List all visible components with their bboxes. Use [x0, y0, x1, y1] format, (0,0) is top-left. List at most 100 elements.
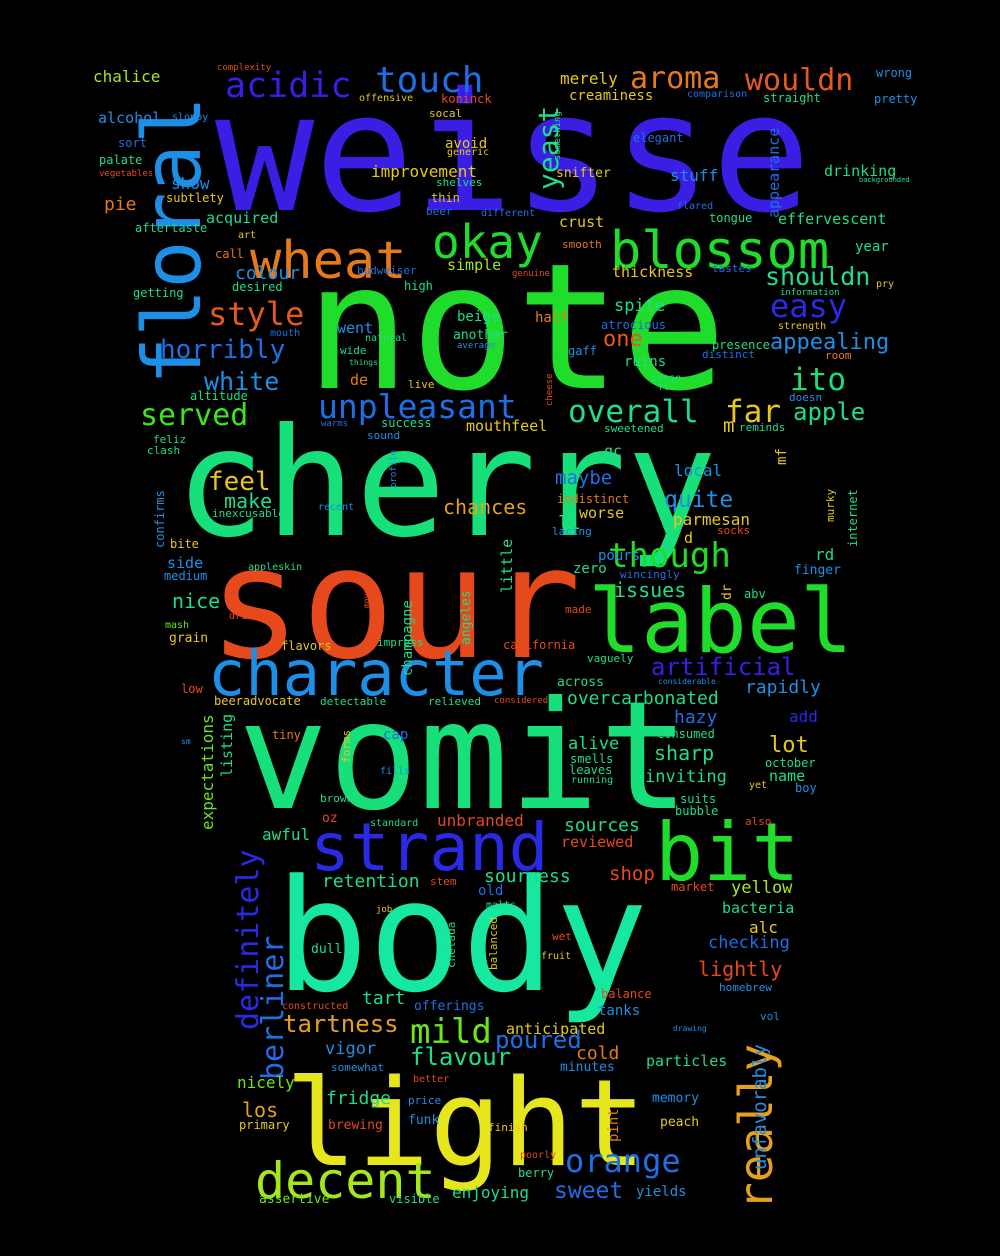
word-lightly: lightly: [698, 957, 782, 981]
word-atrocious: atrocious: [601, 318, 666, 332]
word-side: side: [167, 554, 203, 572]
word-wincingly: wincingly: [620, 568, 680, 581]
word-weisse: weisse: [215, 57, 811, 249]
word-sour: sour: [208, 513, 581, 694]
word-abv: abv: [744, 587, 766, 601]
word-oz: oz: [322, 811, 338, 826]
word-cheese: cheese: [545, 373, 555, 406]
word-beer: beer: [426, 205, 453, 218]
word-subtlety: subtlety: [166, 191, 224, 205]
word-light: light: [285, 1055, 646, 1194]
word-sound: sound: [367, 429, 400, 442]
word-thin: thin: [431, 191, 460, 205]
word-reviewed: reviewed: [561, 833, 633, 851]
word-listing: listing: [218, 714, 236, 777]
word-aroma: aroma: [630, 61, 720, 96]
word-somewhat: somewhat: [331, 1061, 384, 1074]
word-appealing: appealing: [770, 330, 889, 355]
word-fridge: fridge: [326, 1088, 391, 1109]
word-effervescent: effervescent: [778, 210, 886, 228]
word-across: across: [557, 675, 604, 690]
word-half: half: [535, 310, 569, 326]
word-worse: worse: [579, 504, 624, 522]
word-cherry: cherry: [175, 397, 717, 571]
word-sweetened: sweetened: [604, 422, 664, 435]
word-de: de: [350, 371, 368, 389]
word-bacteria: bacteria: [722, 899, 794, 917]
word-ruins: ruins: [624, 354, 666, 370]
word-smells: smells: [570, 752, 613, 766]
word-gaff: gaff: [568, 344, 597, 358]
word-inexcusable: inexcusable: [212, 507, 285, 520]
word-running: running: [571, 775, 613, 786]
word-cold: cold: [576, 1043, 619, 1064]
word-malts: malts: [486, 900, 516, 911]
word-october: october: [765, 756, 816, 770]
word-mouth: mouth: [270, 328, 300, 339]
word-warms: warms: [321, 419, 348, 429]
word-shelves: shelves: [436, 176, 482, 189]
word-alc: alc: [749, 918, 778, 937]
word-particles: particles: [646, 1052, 727, 1070]
word-bit: bit: [655, 806, 800, 899]
word-sort: sort: [118, 136, 147, 150]
word-primary: primary: [239, 1118, 290, 1132]
word-wheat: wheat: [250, 231, 407, 291]
word-vol: vol: [760, 1010, 780, 1023]
word-drink: drink: [229, 611, 259, 622]
word-quite: quite: [664, 487, 733, 513]
word-mild: mild: [410, 1012, 492, 1052]
word-genuine: genuine: [512, 269, 550, 279]
word-beeradvocate: beeradvocate: [214, 694, 301, 708]
word-different: different: [481, 208, 535, 219]
word-alive: alive: [568, 734, 619, 754]
word-show: show: [171, 174, 210, 193]
word-presence: presence: [712, 338, 770, 352]
word-generic: generic: [447, 147, 489, 158]
word-spite: spite: [614, 296, 665, 316]
word-alcohol: alcohol: [98, 109, 161, 127]
word-considerable: considerable: [658, 677, 716, 686]
word-leaves: leaves: [569, 763, 612, 777]
word-doesn: doesn: [789, 391, 822, 404]
word-minutes: minutes: [560, 1060, 615, 1075]
word-flavour: flavour: [410, 1043, 511, 1071]
word-acidic: acidic: [225, 66, 351, 106]
word-things: things: [349, 358, 378, 367]
word-smooth: smooth: [562, 238, 602, 251]
word-wouldn: wouldn: [745, 63, 853, 98]
word-appearance: appearance: [765, 128, 783, 218]
word-internet: internet: [846, 489, 860, 547]
word-fills: fills: [380, 766, 410, 777]
word-pint: pint: [606, 1108, 622, 1142]
word-label: label: [588, 570, 853, 673]
word-yeast: yeast: [532, 106, 565, 190]
word-decent: decent: [255, 1152, 436, 1210]
word-angeles: angeles: [459, 590, 474, 645]
word-checking: checking: [708, 933, 790, 953]
word-stem: stem: [430, 875, 457, 888]
word-qc: qc: [604, 442, 622, 460]
word-tart: tart: [362, 988, 405, 1009]
word-reminds: reminds: [739, 421, 785, 434]
word-pie: pie: [104, 194, 137, 215]
word-parmesan: parmesan: [673, 510, 750, 529]
word-chelada: chelada: [445, 922, 458, 968]
word-sources: sources: [564, 815, 640, 836]
word-bite: bite: [170, 537, 199, 551]
word-koninck: koninck: [441, 92, 492, 106]
word-retention: retention: [322, 871, 420, 892]
word-consumed: consumed: [657, 727, 715, 741]
word-shop: shop: [609, 863, 655, 885]
word-desired: desired: [232, 280, 283, 294]
word-tongue: tongue: [709, 211, 752, 225]
word-price: price: [408, 1094, 441, 1107]
word-rd: rd: [815, 545, 834, 564]
word-budweiser: budweiser: [357, 264, 417, 277]
word-complexity: complexity: [217, 63, 272, 73]
word-boy: boy: [795, 781, 817, 795]
word-nicely: nicely: [237, 1073, 295, 1092]
word-touch: touch: [375, 60, 483, 101]
word-character: character: [208, 637, 544, 710]
word-average: average: [457, 341, 495, 351]
